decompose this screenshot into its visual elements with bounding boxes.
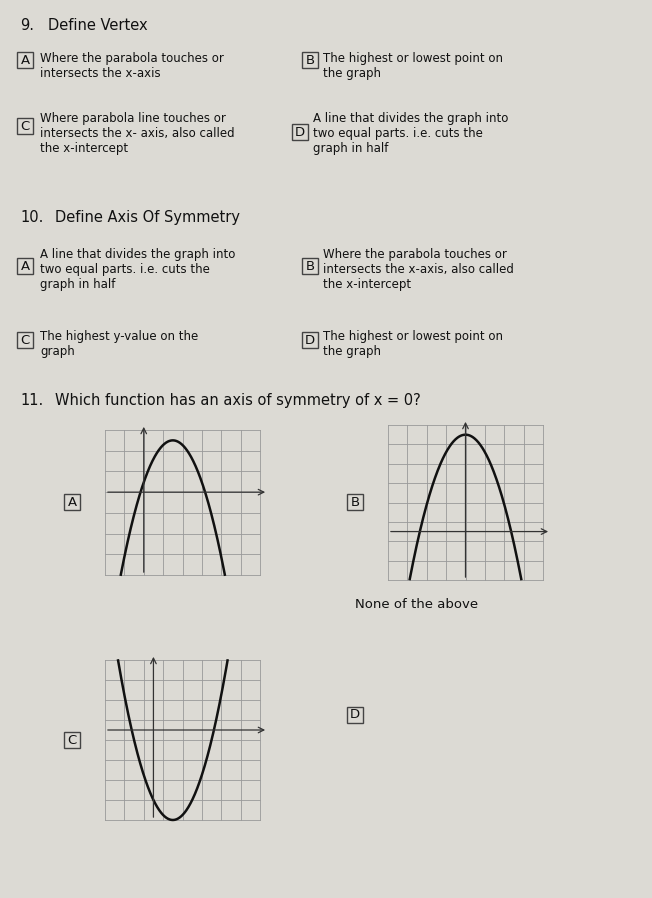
- FancyBboxPatch shape: [347, 494, 363, 510]
- Text: C: C: [20, 119, 29, 133]
- Text: B: B: [305, 54, 314, 66]
- Text: Where the parabola touches or
intersects the x-axis, also called
the x-intercept: Where the parabola touches or intersects…: [323, 248, 514, 291]
- Text: C: C: [67, 734, 77, 746]
- FancyBboxPatch shape: [17, 332, 33, 348]
- FancyBboxPatch shape: [347, 707, 363, 723]
- Text: The highest or lowest point on
the graph: The highest or lowest point on the graph: [323, 52, 503, 80]
- Text: 9.: 9.: [20, 18, 34, 33]
- Text: Define Vertex: Define Vertex: [48, 18, 147, 33]
- Text: A: A: [20, 54, 29, 66]
- FancyBboxPatch shape: [17, 52, 33, 68]
- Text: A line that divides the graph into
two equal parts. i.e. cuts the
graph in half: A line that divides the graph into two e…: [40, 248, 235, 291]
- Text: Define Axis Of Symmetry: Define Axis Of Symmetry: [55, 210, 240, 225]
- Text: Where the parabola touches or
intersects the x-axis: Where the parabola touches or intersects…: [40, 52, 224, 80]
- Text: The highest y-value on the
graph: The highest y-value on the graph: [40, 330, 198, 358]
- Text: 10.: 10.: [20, 210, 44, 225]
- Text: A: A: [20, 260, 29, 272]
- FancyBboxPatch shape: [64, 494, 80, 510]
- Text: A: A: [67, 496, 76, 508]
- Text: C: C: [20, 333, 29, 347]
- Text: D: D: [350, 709, 360, 721]
- FancyBboxPatch shape: [302, 52, 318, 68]
- FancyBboxPatch shape: [292, 124, 308, 140]
- FancyBboxPatch shape: [64, 732, 80, 748]
- FancyBboxPatch shape: [17, 258, 33, 274]
- FancyBboxPatch shape: [302, 258, 318, 274]
- Text: A line that divides the graph into
two equal parts. i.e. cuts the
graph in half: A line that divides the graph into two e…: [313, 112, 509, 155]
- Text: None of the above: None of the above: [355, 598, 478, 611]
- Text: Which function has an axis of symmetry of x = 0?: Which function has an axis of symmetry o…: [55, 393, 421, 408]
- Text: Where parabola line touches or
intersects the x- axis, also called
the x-interce: Where parabola line touches or intersect…: [40, 112, 235, 155]
- Text: D: D: [305, 333, 315, 347]
- Text: B: B: [305, 260, 314, 272]
- FancyBboxPatch shape: [17, 118, 33, 134]
- Text: B: B: [350, 496, 359, 508]
- Text: D: D: [295, 126, 305, 138]
- Text: 11.: 11.: [20, 393, 43, 408]
- Text: The highest or lowest point on
the graph: The highest or lowest point on the graph: [323, 330, 503, 358]
- FancyBboxPatch shape: [302, 332, 318, 348]
